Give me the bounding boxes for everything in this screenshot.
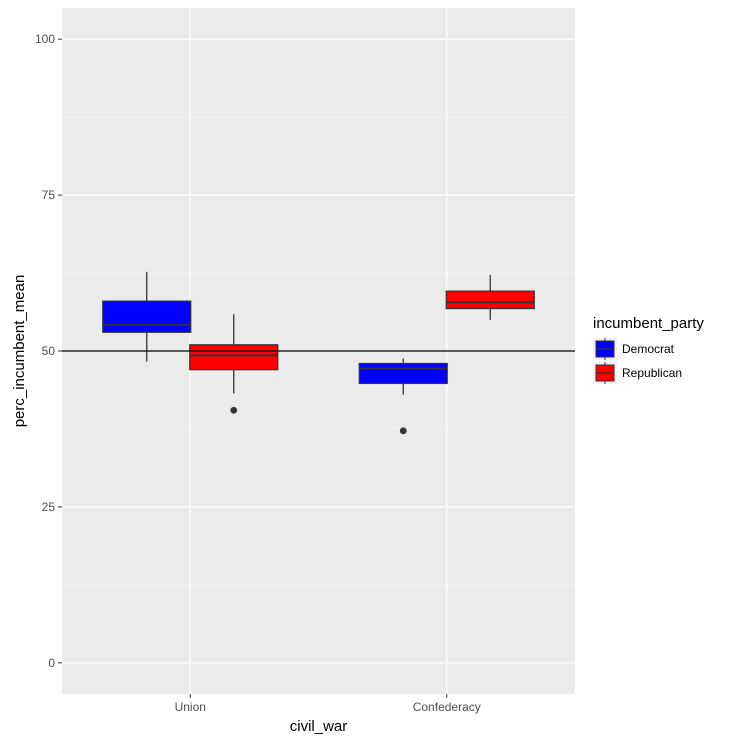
legend: incumbent_party Democrat Republican [593,315,704,384]
box-series [102,271,535,435]
outlier-point [399,427,407,435]
box-republican-confederacy [445,274,535,320]
box-iqr [189,344,279,371]
box-democrat-confederacy [358,358,448,435]
legend-title: incumbent_party [593,315,704,332]
box-iqr [102,300,192,333]
x-axis: Union Confederacy [175,694,481,714]
y-axis: 0 25 50 75 100 [35,32,62,670]
box-iqr [445,290,535,310]
y-tick-label: 50 [42,344,56,358]
box-republican-union [189,314,279,414]
y-tick-label: 0 [48,656,55,670]
legend-label: Republican [622,366,682,380]
x-tick-label: Union [175,700,206,714]
minor-gridlines [62,116,575,586]
x-tick-label: Confederacy [413,700,481,714]
legend-item-republican: Republican [593,362,682,384]
y-tick-label: 75 [42,188,56,202]
legend-item-democrat: Democrat [593,338,675,360]
box-iqr [358,362,448,385]
y-axis-title: perc_incumbent_mean [11,275,28,428]
legend-label: Democrat [622,342,675,356]
outlier-point [230,406,238,414]
y-tick-label: 25 [42,500,56,514]
x-axis-title: civil_war [290,718,348,735]
y-tick-label: 100 [35,32,55,46]
box-democrat-union [102,271,192,362]
